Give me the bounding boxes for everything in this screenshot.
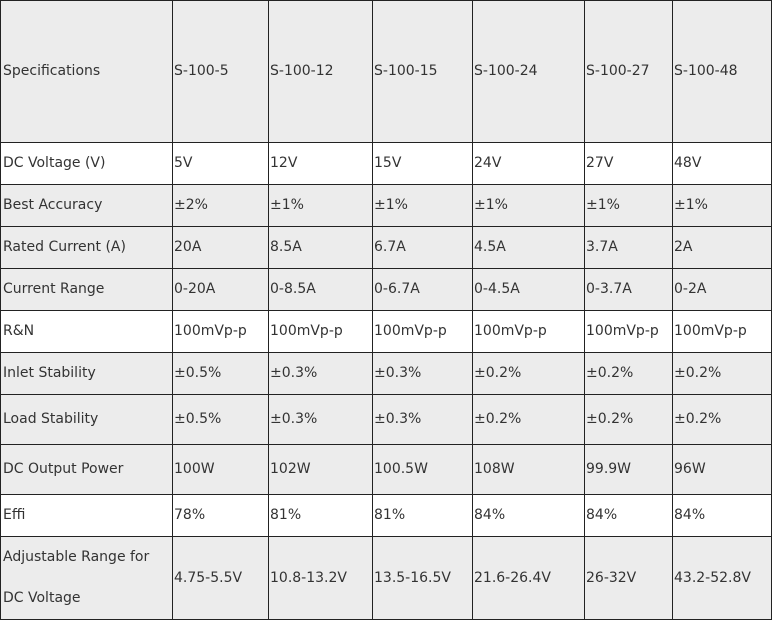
table-row: Best Accuracy ±2% ±1% ±1% ±1% ±1% ±1% (0, 184, 772, 227)
row-label: DC Output Power (0, 444, 173, 495)
table-cell: ±0.2% (584, 394, 673, 445)
table-cell: 84% (472, 494, 585, 537)
table-cell: ±1% (372, 184, 473, 227)
table-cell: 6.7A (372, 226, 473, 269)
table-cell: ±0.3% (268, 394, 373, 445)
row-label: Current Range (0, 268, 173, 311)
table-cell: ±1% (672, 184, 772, 227)
table-cell: ±0.3% (372, 394, 473, 445)
table-cell: 3.7A (584, 226, 673, 269)
row-label: Best Accuracy (0, 184, 173, 227)
row-label: DC Voltage (V) (0, 142, 173, 185)
table-cell: ±1% (268, 184, 373, 227)
table-row: Rated Current (A) 20A 8.5A 6.7A 4.5A 3.7A 2A (0, 226, 772, 269)
table-row: DC Output Power 100W 102W 100.5W 108W 99.9W 96… (0, 444, 772, 495)
table-cell: 99.9W (584, 444, 673, 495)
table-cell: ±0.2% (672, 394, 772, 445)
table-cell: 81% (372, 494, 473, 537)
table-cell: 108W (472, 444, 585, 495)
table-cell: 78% (172, 494, 269, 537)
table-row: R&N 100mVp-p 100mVp-p 100mVp-p 100mVp-p 100mV… (0, 310, 772, 353)
table-row: Load Stability ±0.5% ±0.3% ±0.3% ±0.2% ±0.2% ±… (0, 394, 772, 445)
row-label: R&N (0, 310, 173, 353)
table-cell: 24V (472, 142, 585, 185)
table-cell: ±0.3% (268, 352, 373, 395)
table-cell: 0-6.7A (372, 268, 473, 311)
table-cell: 84% (584, 494, 673, 537)
row-label: Inlet Stability (0, 352, 173, 395)
row-label: Rated Current (A) (0, 226, 173, 269)
table-cell: ±0.2% (472, 352, 585, 395)
table-cell: 4.75-5.5V (172, 536, 269, 620)
table-cell: 102W (268, 444, 373, 495)
table-cell: ±1% (472, 184, 585, 227)
table-row: DC Voltage (V) 5V 12V 15V 24V 27V 48V (0, 142, 772, 185)
table-cell: 0-2A (672, 268, 772, 311)
table-cell: 100mVp-p (172, 310, 269, 353)
table-cell: 96W (672, 444, 772, 495)
table-cell: 100mVp-p (584, 310, 673, 353)
table-cell: 12V (268, 142, 373, 185)
header-row: Specifications S-100-5 S-100-12 S-100-15 S-1… (0, 0, 772, 143)
header-cell: S-100-24 (472, 0, 585, 143)
table-cell: 84% (672, 494, 772, 537)
table-cell: ±0.5% (172, 394, 269, 445)
table-cell: 5V (172, 142, 269, 185)
table-cell: 15V (372, 142, 473, 185)
row-label: Load Stability (0, 394, 173, 445)
table-cell: 48V (672, 142, 772, 185)
table-row: Adjustable Range for DC Voltage 4.75-5.5V… (0, 536, 772, 620)
table-cell: ±0.3% (372, 352, 473, 395)
table-cell: 100mVp-p (672, 310, 772, 353)
table-cell: 0-20A (172, 268, 269, 311)
table-cell: 43.2-52.8V (672, 536, 772, 620)
table-cell: ±0.2% (472, 394, 585, 445)
table-cell: 0-3.7A (584, 268, 673, 311)
table-cell: 4.5A (472, 226, 585, 269)
header-cell: S-100-27 (584, 0, 673, 143)
table-cell: 100mVp-p (268, 310, 373, 353)
table-cell: 2A (672, 226, 772, 269)
table-cell: 0-4.5A (472, 268, 585, 311)
table-cell: 100mVp-p (472, 310, 585, 353)
table-row: Current Range 0-20A 0-8.5A 0-6.7A 0-4.5A 0-3.… (0, 268, 772, 311)
table-cell: 13.5-16.5V (372, 536, 473, 620)
table-cell: 26-32V (584, 536, 673, 620)
table-cell: ±0.2% (672, 352, 772, 395)
table-cell: 0-8.5A (268, 268, 373, 311)
table-cell: 27V (584, 142, 673, 185)
table-cell: 21.6-26.4V (472, 536, 585, 620)
header-cell: S-100-5 (172, 0, 269, 143)
table-cell: ±0.2% (584, 352, 673, 395)
table-cell: ±0.5% (172, 352, 269, 395)
table-cell: 100W (172, 444, 269, 495)
table-cell: 100mVp-p (372, 310, 473, 353)
row-label: Adjustable Range for DC Voltage (0, 536, 173, 620)
table-row: Effi 78% 81% 81% 84% 84% 84% (0, 494, 772, 537)
header-cell: S-100-15 (372, 0, 473, 143)
row-label: Effi (0, 494, 173, 537)
table-cell: 20A (172, 226, 269, 269)
header-cell: S-100-48 (672, 0, 772, 143)
header-cell: Specifications (0, 0, 173, 143)
table-row: Inlet Stability ±0.5% ±0.3% ±0.3% ±0.2% ±0.2%… (0, 352, 772, 395)
table-cell: 100.5W (372, 444, 473, 495)
table-cell: 8.5A (268, 226, 373, 269)
table-cell: 81% (268, 494, 373, 537)
table-cell: ±2% (172, 184, 269, 227)
header-cell: S-100-12 (268, 0, 373, 143)
table-cell: 10.8-13.2V (268, 536, 373, 620)
table-cell: ±1% (584, 184, 673, 227)
